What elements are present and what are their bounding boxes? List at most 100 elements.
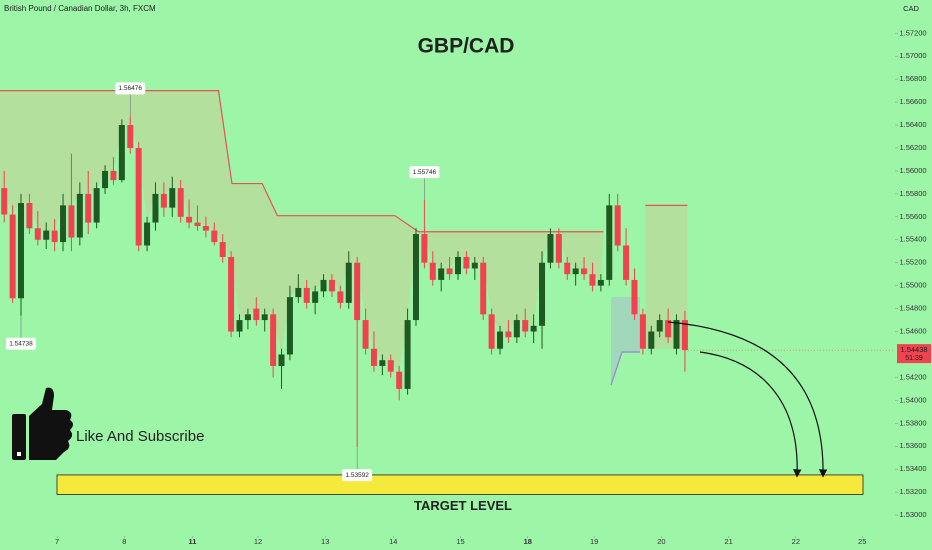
- candle-body: [438, 268, 445, 280]
- annotation-label: 1.55746: [413, 169, 437, 176]
- candle-body: [614, 205, 621, 246]
- candle-body: [547, 234, 554, 263]
- candle-body: [295, 287, 302, 298]
- candle-body: [681, 320, 688, 351]
- candle-body: [379, 360, 386, 366]
- y-tick-label: 1.56200: [899, 143, 926, 152]
- y-tick-label: 1.55200: [899, 258, 926, 267]
- candle-body: [60, 205, 67, 243]
- x-tick-label: 18: [524, 537, 532, 546]
- candle-body: [421, 234, 428, 263]
- y-tick-label: 1.56400: [899, 120, 926, 129]
- candle-body: [597, 279, 604, 286]
- y-tick-label: 1.56000: [899, 166, 926, 175]
- candle-body: [312, 291, 319, 303]
- candle-body: [648, 331, 655, 349]
- last-price-label: 1.54438: [900, 345, 927, 354]
- candle-body: [387, 360, 394, 372]
- candle-body: [68, 205, 75, 238]
- candle-body: [455, 256, 462, 275]
- y-tick-label: 1.57000: [899, 51, 926, 60]
- candle-body: [102, 170, 109, 189]
- y-tick-label: 1.55400: [899, 235, 926, 244]
- candle-body: [194, 222, 201, 226]
- candle-body: [656, 320, 663, 332]
- candle-body: [513, 320, 520, 338]
- y-tick-label: 1.55000: [899, 281, 926, 290]
- overlay-line: [0, 90, 604, 233]
- symbol-header: British Pound / Canadian Dollar, 3h, FXC…: [4, 4, 156, 13]
- candle-body: [505, 331, 512, 338]
- chart-title: GBP/CAD: [418, 35, 515, 58]
- y-tick-label: 1.56600: [899, 97, 926, 106]
- candle-body: [286, 297, 293, 355]
- candle-body: [270, 314, 277, 366]
- y-tick-label: 1.57200: [899, 28, 926, 37]
- candle-body: [488, 314, 495, 349]
- candle-body: [169, 188, 176, 208]
- candle-body: [177, 188, 184, 217]
- background-layer: [0, 90, 864, 495]
- arrow: [699, 351, 802, 478]
- candle-body: [303, 287, 310, 303]
- caption: Like And Subscribe: [76, 428, 204, 445]
- x-tick-label: 13: [321, 537, 329, 546]
- currency-label: CAD: [903, 4, 919, 13]
- x-tick-label: 7: [55, 537, 59, 546]
- y-tick-label: 1.53000: [899, 510, 926, 519]
- candle-body: [1, 188, 8, 215]
- x-tick-label: 21: [724, 537, 732, 546]
- candle-body: [471, 262, 478, 269]
- candle-body: [589, 274, 596, 286]
- x-tick-label: 12: [254, 537, 262, 546]
- candle-body: [639, 314, 646, 349]
- candle-body: [362, 320, 369, 349]
- countdown-label: 51:39: [905, 355, 923, 362]
- candle-body: [160, 193, 167, 208]
- y-tick-label: 1.55800: [899, 189, 926, 198]
- candle-body: [152, 193, 159, 223]
- candle-body: [18, 203, 25, 299]
- candle-body: [211, 230, 218, 243]
- x-tick-label: 15: [456, 537, 464, 546]
- candle-body: [631, 279, 638, 315]
- annotation-label: 1.53592: [345, 472, 369, 479]
- annotation-box: [6, 337, 37, 350]
- main-layer: [1, 116, 688, 448]
- x-tick-label: 20: [657, 537, 665, 546]
- last-price-tag: [897, 344, 931, 364]
- candle-body: [51, 230, 58, 243]
- y-tick-label: 1.53600: [899, 441, 926, 450]
- candle-body: [673, 320, 680, 349]
- candle-body: [228, 256, 235, 332]
- x-tick-label: 25: [858, 537, 866, 546]
- candle-body: [581, 268, 588, 275]
- target-label: TARGET LEVEL: [414, 498, 512, 513]
- candle-body: [623, 245, 630, 280]
- candle-body: [26, 203, 33, 229]
- y-tick-label: 1.54800: [899, 304, 926, 313]
- candle-body: [497, 331, 504, 349]
- candle-body: [34, 228, 41, 240]
- y-tick-label: 1.54600: [899, 327, 926, 336]
- overlay-fill: [0, 90, 604, 372]
- y-tick-label: 1.53200: [899, 487, 926, 496]
- y-tick-label: 1.54200: [899, 372, 926, 381]
- candle-body: [463, 256, 470, 269]
- candle-body: [530, 325, 537, 332]
- candle-body: [429, 262, 436, 280]
- candle-body: [135, 147, 142, 246]
- annotation-box: [342, 469, 373, 482]
- candle-body: [396, 371, 403, 389]
- candle-body: [110, 170, 117, 181]
- y-tick-label: 1.56800: [899, 74, 926, 83]
- y-tick-label: 1.54000: [899, 395, 926, 404]
- candle-body: [480, 262, 487, 315]
- candle-body: [404, 320, 411, 389]
- x-tick-label: 22: [792, 537, 800, 546]
- candle-body: [665, 320, 672, 338]
- y-tick-label: 1.53800: [899, 418, 926, 427]
- candle-body: [144, 222, 151, 246]
- candle-body: [93, 188, 100, 223]
- target-band: [56, 474, 864, 495]
